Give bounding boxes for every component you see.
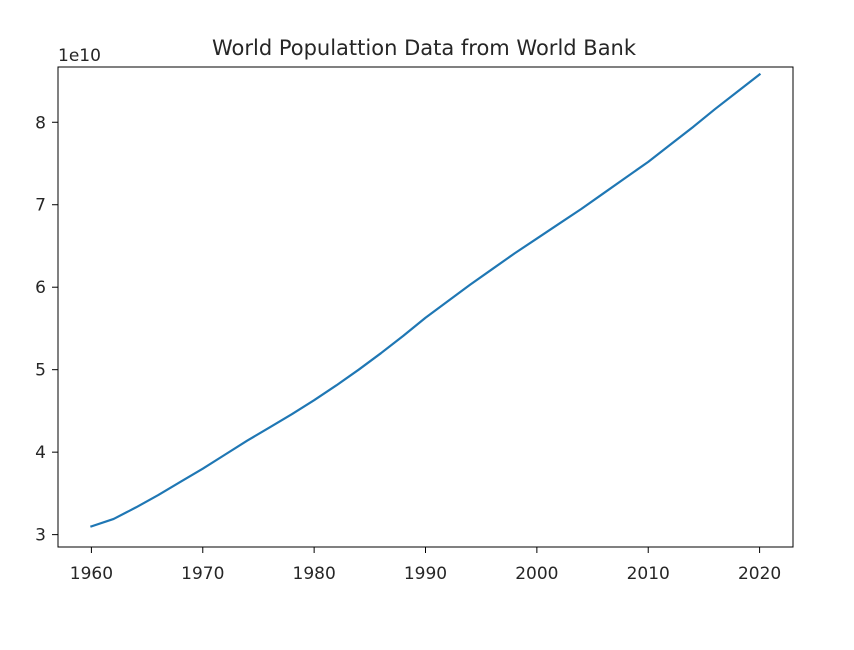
series-line-world-population xyxy=(90,72,762,528)
y-tick-label: 8 xyxy=(35,113,46,133)
x-tick-label: 1990 xyxy=(404,564,447,584)
y-tick-label: 7 xyxy=(35,196,46,216)
x-tick-label: 1960 xyxy=(70,564,113,584)
y-axis: 3 4 5 6 7 8 xyxy=(35,113,58,546)
y-tick-label: 4 xyxy=(35,443,46,463)
y-tick-label: 5 xyxy=(35,361,46,381)
y-tick-label: 3 xyxy=(35,526,46,546)
y-offset-label: 1e10 xyxy=(58,46,101,66)
x-tick-label: 2020 xyxy=(738,564,781,584)
x-tick-label: 2010 xyxy=(627,564,670,584)
chart-title: World Populattion Data from World Bank xyxy=(212,36,637,60)
x-axis: 1960 1970 1980 1990 2000 2010 2020 xyxy=(70,547,781,584)
y-tick-label: 6 xyxy=(35,278,46,298)
x-tick-label: 1980 xyxy=(293,564,336,584)
x-tick-label: 1970 xyxy=(181,564,224,584)
plot-area-frame xyxy=(57,66,794,548)
x-tick-label: 2000 xyxy=(515,564,558,584)
